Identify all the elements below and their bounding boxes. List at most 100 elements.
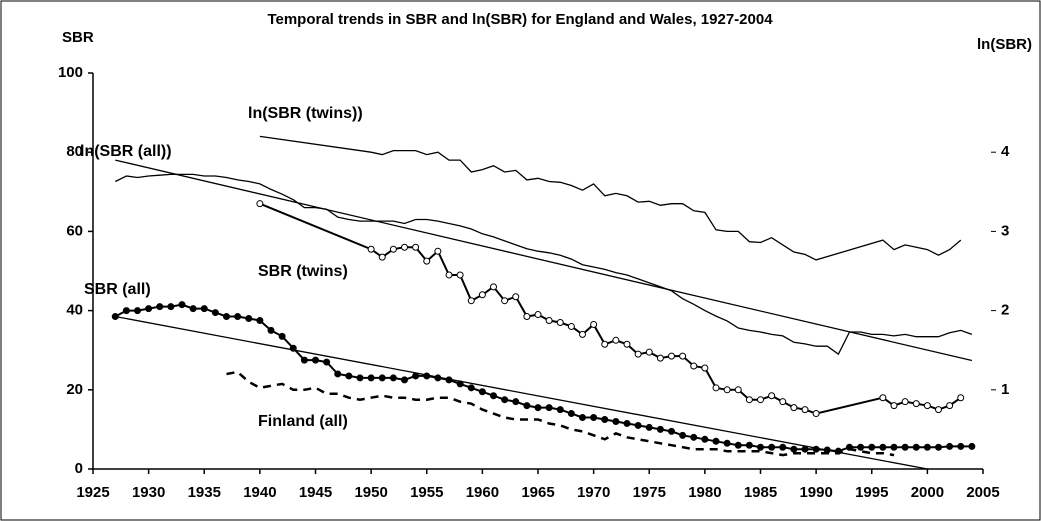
- data-point: [467, 297, 475, 305]
- y-tick-label: 60: [66, 222, 83, 239]
- y-tick-label: 80: [66, 143, 83, 160]
- data-point: [178, 301, 186, 309]
- data-point: [679, 352, 687, 360]
- data-point: [145, 305, 153, 313]
- data-point: [879, 443, 887, 451]
- data-point: [512, 293, 520, 301]
- data-point: [245, 315, 253, 323]
- data-point: [345, 372, 353, 380]
- x-tick-label: 2000: [911, 484, 944, 501]
- data-point: [757, 396, 764, 404]
- x-tick-label: 1990: [799, 484, 832, 501]
- data-point: [590, 414, 598, 422]
- x-tick-label: 1960: [466, 484, 499, 501]
- data-point: [634, 350, 642, 358]
- data-point: [601, 416, 609, 423]
- data-point: [734, 441, 742, 449]
- y-tick-label: 20: [66, 381, 83, 398]
- x-tick-label: 1935: [188, 484, 221, 501]
- data-point: [211, 309, 219, 317]
- y-tick-label: 100: [58, 64, 83, 81]
- annotation: SBR (all): [84, 281, 151, 298]
- x-tick-label: 1955: [410, 484, 443, 501]
- data-point: [234, 313, 242, 321]
- x-tick-label: 1940: [243, 484, 276, 501]
- data-point: [768, 443, 776, 451]
- data-point: [923, 402, 931, 410]
- data-point: [256, 317, 264, 324]
- data-point: [679, 431, 687, 439]
- y2-tick-label: 3: [1001, 222, 1009, 239]
- x-tick-label: 1985: [744, 484, 777, 501]
- data-point: [467, 384, 475, 392]
- data-point: [401, 243, 408, 251]
- x-tick-label: 1930: [132, 484, 165, 501]
- data-point: [634, 421, 642, 429]
- data-point: [256, 200, 264, 208]
- data-point: [868, 443, 876, 451]
- data-point: [189, 305, 197, 313]
- data-point: [935, 406, 942, 414]
- data-point: [734, 386, 742, 394]
- data-point: [579, 414, 586, 422]
- y2-tick-label: 2: [1001, 302, 1009, 319]
- data-point: [356, 374, 364, 382]
- data-point: [668, 427, 675, 435]
- data-point: [623, 340, 631, 348]
- data-point: [501, 297, 509, 305]
- y-tick-label: 40: [66, 302, 83, 319]
- x-tick-label: 1980: [688, 484, 721, 501]
- data-point: [901, 443, 909, 451]
- annotation: SBR (twins): [258, 263, 348, 280]
- data-point: [946, 402, 954, 410]
- data-point: [901, 398, 909, 406]
- data-point: [768, 392, 776, 400]
- x-tick-label: 1945: [299, 484, 332, 501]
- data-point: [556, 406, 564, 414]
- y2-tick-label: 1: [1001, 381, 1009, 398]
- data-point: [300, 356, 308, 364]
- x-tick-label: 1925: [76, 484, 109, 501]
- data-point: [501, 396, 509, 404]
- data-point: [879, 394, 887, 402]
- data-point: [890, 443, 898, 451]
- x-tick-label: 1965: [521, 484, 554, 501]
- data-point: [690, 433, 698, 441]
- data-point: [779, 398, 787, 406]
- data-point: [601, 340, 609, 348]
- data-point: [590, 320, 598, 328]
- data-point: [534, 404, 542, 412]
- data-point: [545, 317, 553, 324]
- data-point: [812, 410, 820, 418]
- data-point: [890, 402, 898, 410]
- data-point: [712, 437, 720, 445]
- data-point: [567, 322, 575, 330]
- x-tick-label: 1995: [855, 484, 888, 501]
- y-axis-label: SBR: [62, 29, 94, 46]
- data-point: [389, 245, 397, 253]
- data-point: [801, 406, 809, 414]
- data-point: [434, 247, 442, 255]
- data-point: [623, 419, 631, 427]
- data-point: [912, 400, 920, 408]
- data-point: [790, 404, 798, 412]
- data-point: [478, 388, 486, 396]
- data-point: [478, 291, 486, 299]
- data-point: [745, 396, 753, 404]
- y-tick-label: 0: [75, 460, 83, 477]
- series-line: [259, 135, 962, 261]
- data-point: [701, 435, 709, 443]
- data-point: [912, 443, 920, 451]
- data-point: [389, 374, 397, 382]
- data-point: [668, 352, 675, 360]
- data-point: [567, 410, 575, 418]
- data-point: [523, 402, 531, 410]
- data-point: [122, 307, 130, 315]
- data-point: [957, 394, 965, 402]
- data-point: [334, 370, 342, 378]
- data-point: [712, 384, 720, 392]
- data-point: [523, 313, 531, 321]
- data-point: [656, 425, 664, 433]
